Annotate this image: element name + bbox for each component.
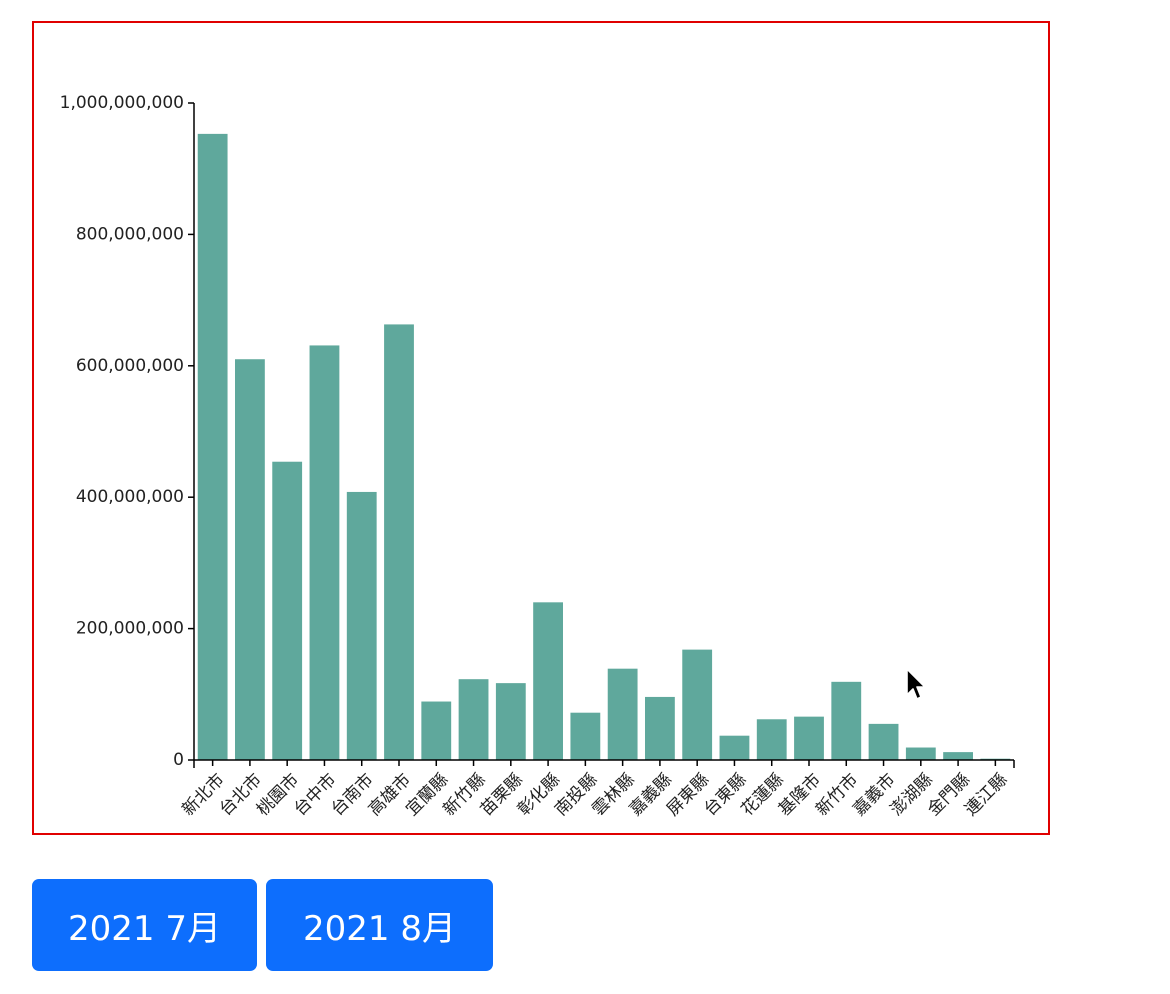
bar-2 [235,359,265,760]
bar-6 [384,324,414,760]
bar-11 [570,712,601,760]
x-axis: 新北市台北市桃園市台中市台南市高雄市宜蘭縣新竹縣苗栗縣彰化縣南投縣雲林縣嘉義縣屏… [178,759,1015,820]
mouse-pointer-icon [906,668,926,700]
y-tick-label: 1,000,000,000 [60,93,184,113]
bar-16 [756,719,787,760]
august-2021-button[interactable]: 2021 8月 [266,879,493,971]
y-axis: 0 200,000,000 400,000,000 600,000,000 800,00… [60,93,195,770]
bar-12 [607,668,638,760]
bar-14 [682,649,713,760]
bar-5 [346,491,377,760]
y-tick-label: 0 [173,750,184,770]
bar-10 [533,602,563,760]
bar-8 [458,679,489,760]
x-category-label: 連江縣 [961,770,1011,820]
bar-13 [645,696,675,760]
bar-18 [831,681,862,760]
bar-19 [868,723,899,760]
bar-9 [495,683,526,760]
y-tick-label: 800,000,000 [76,224,184,244]
bar-17 [794,716,824,760]
bar-4 [309,345,340,760]
bar-3 [272,461,303,760]
bar-7 [421,701,452,760]
y-tick-label: 600,000,000 [76,356,184,376]
y-tick-label: 200,000,000 [76,619,184,639]
bar-20 [905,747,936,760]
bars-group [197,133,1011,760]
bar-15 [719,735,750,760]
y-tick-label: 400,000,000 [76,487,184,507]
bar-1 [197,133,228,760]
bar-21 [943,752,973,760]
july-2021-button[interactable]: 2021 7月 [32,879,257,971]
